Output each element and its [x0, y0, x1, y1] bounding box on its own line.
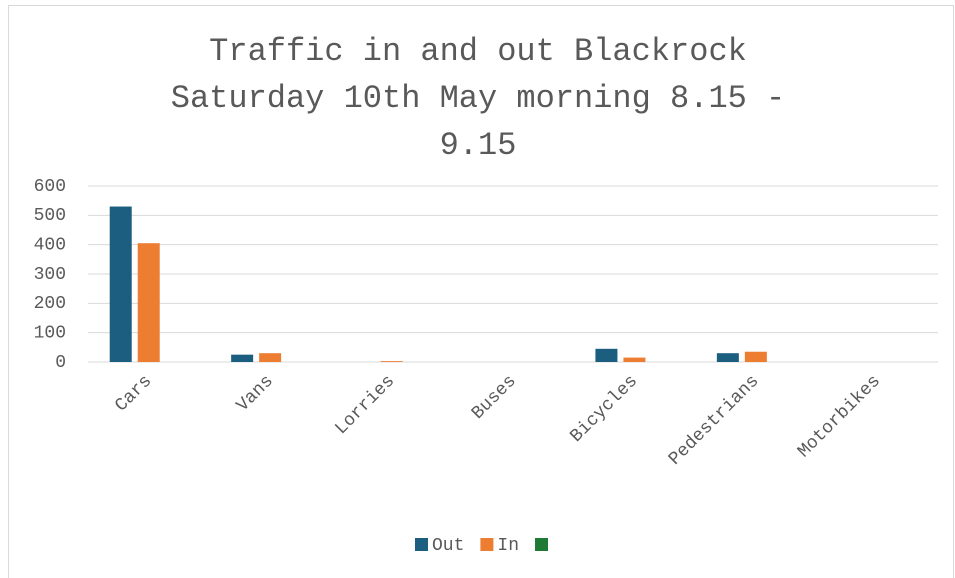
bar [595, 348, 618, 362]
chart-frame [8, 5, 954, 578]
y-tick-label: 400 [34, 235, 66, 255]
bar [259, 353, 282, 362]
bar [623, 357, 646, 362]
y-tick-label: 200 [34, 294, 66, 314]
bar [231, 354, 254, 362]
y-tick-label: 100 [34, 323, 66, 343]
x-tick-label: Lorries [332, 371, 400, 439]
bar [744, 351, 767, 362]
legend-label: In [497, 536, 519, 556]
x-tick-label: Vans [233, 371, 278, 416]
x-tick-label: Buses [468, 371, 520, 423]
bar [137, 243, 160, 362]
x-tick-label: Pedestrians [665, 371, 763, 469]
y-tick-label: 600 [34, 177, 66, 197]
y-tick-label: 500 [34, 206, 66, 226]
legend-label: Out [432, 536, 464, 556]
x-tick-label: Bicycles [567, 371, 642, 446]
y-tick-label: 0 [55, 353, 66, 373]
legend-swatch [535, 538, 549, 551]
y-tick-label: 300 [34, 265, 66, 285]
legend-swatch [415, 538, 428, 551]
legend-swatch [480, 538, 494, 551]
bar [380, 361, 403, 362]
x-tick-label: Cars [112, 371, 157, 416]
x-tick-label: Motorbikes [794, 371, 885, 462]
chart-title: Traffic in and out Blackrock Saturday 10… [170, 33, 786, 164]
bar [109, 206, 132, 362]
bar [716, 353, 739, 362]
